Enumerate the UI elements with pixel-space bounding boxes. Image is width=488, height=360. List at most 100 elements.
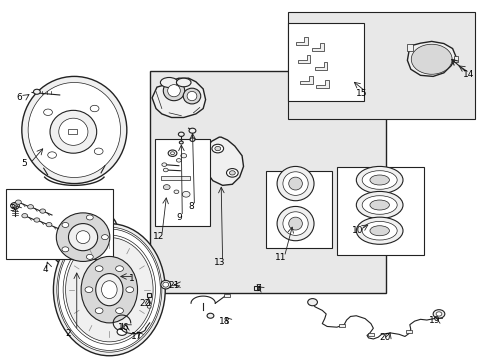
Bar: [336, 167, 424, 255]
Circle shape: [432, 310, 444, 318]
Circle shape: [163, 168, 168, 172]
Ellipse shape: [362, 196, 396, 214]
Bar: [287, 23, 363, 102]
Circle shape: [48, 152, 56, 158]
Bar: [147, 293, 151, 297]
Ellipse shape: [163, 282, 168, 287]
Circle shape: [125, 287, 133, 293]
Bar: [338, 324, 344, 327]
Polygon shape: [203, 137, 243, 185]
Ellipse shape: [56, 213, 110, 261]
Bar: [287, 12, 474, 119]
Text: 17: 17: [131, 332, 142, 341]
Circle shape: [62, 247, 69, 252]
Text: 6: 6: [17, 93, 22, 102]
Circle shape: [11, 203, 20, 209]
Text: 13: 13: [213, 258, 224, 267]
Ellipse shape: [96, 274, 122, 306]
Ellipse shape: [356, 166, 402, 194]
Circle shape: [229, 171, 235, 175]
Ellipse shape: [187, 91, 197, 101]
Bar: [254, 287, 260, 290]
Circle shape: [116, 266, 123, 271]
Ellipse shape: [283, 172, 307, 195]
Bar: [367, 333, 373, 336]
Text: 8: 8: [188, 202, 194, 211]
Circle shape: [16, 200, 21, 204]
Text: 5: 5: [21, 159, 27, 168]
Ellipse shape: [369, 175, 388, 185]
Ellipse shape: [46, 203, 119, 271]
Ellipse shape: [288, 217, 302, 230]
Ellipse shape: [102, 281, 117, 298]
Text: 12: 12: [152, 232, 164, 241]
Ellipse shape: [356, 192, 402, 219]
Text: 4: 4: [42, 265, 48, 274]
Polygon shape: [407, 41, 455, 76]
Ellipse shape: [410, 44, 451, 74]
Circle shape: [86, 255, 93, 259]
Circle shape: [94, 148, 103, 154]
Text: 22: 22: [139, 299, 150, 308]
Circle shape: [40, 209, 45, 213]
Text: 18: 18: [219, 316, 230, 325]
Bar: [407, 44, 412, 51]
Text: 2: 2: [65, 329, 71, 338]
Ellipse shape: [160, 77, 178, 87]
Circle shape: [102, 235, 108, 240]
Circle shape: [189, 128, 196, 133]
Circle shape: [62, 222, 69, 228]
Ellipse shape: [362, 221, 396, 240]
Ellipse shape: [57, 227, 162, 352]
Bar: [266, 171, 331, 248]
Circle shape: [22, 213, 28, 218]
Ellipse shape: [362, 171, 396, 189]
Text: 20: 20: [379, 333, 390, 342]
Ellipse shape: [277, 206, 313, 241]
Ellipse shape: [76, 231, 90, 244]
Circle shape: [206, 313, 213, 318]
Circle shape: [13, 204, 18, 207]
Text: 15: 15: [356, 89, 367, 98]
Circle shape: [116, 308, 123, 314]
Polygon shape: [295, 37, 307, 45]
Ellipse shape: [63, 235, 155, 344]
Polygon shape: [300, 76, 312, 84]
Circle shape: [147, 305, 151, 308]
Circle shape: [34, 218, 40, 222]
Ellipse shape: [68, 224, 98, 251]
Ellipse shape: [356, 217, 402, 244]
Circle shape: [86, 215, 93, 220]
Ellipse shape: [277, 166, 313, 201]
Bar: [453, 56, 458, 62]
Polygon shape: [152, 78, 205, 117]
Circle shape: [182, 192, 190, 197]
Ellipse shape: [59, 118, 88, 145]
Polygon shape: [314, 62, 326, 70]
Circle shape: [170, 152, 174, 155]
Circle shape: [214, 147, 220, 151]
Ellipse shape: [50, 111, 97, 153]
Circle shape: [226, 168, 238, 177]
Circle shape: [117, 328, 126, 336]
Text: 7: 7: [254, 284, 260, 293]
Circle shape: [176, 158, 181, 162]
Ellipse shape: [369, 226, 388, 236]
Circle shape: [162, 163, 166, 166]
Bar: [224, 294, 229, 297]
Ellipse shape: [161, 280, 170, 289]
Text: 11: 11: [275, 253, 286, 262]
Ellipse shape: [53, 224, 165, 356]
Circle shape: [174, 190, 179, 194]
Circle shape: [307, 298, 317, 306]
Circle shape: [211, 144, 223, 153]
Ellipse shape: [28, 82, 120, 177]
Circle shape: [33, 89, 40, 94]
Ellipse shape: [183, 88, 201, 104]
Ellipse shape: [65, 238, 153, 342]
Text: 16: 16: [118, 323, 129, 332]
Text: 10: 10: [351, 225, 363, 234]
Circle shape: [163, 185, 170, 190]
Ellipse shape: [22, 76, 126, 184]
Ellipse shape: [58, 229, 160, 350]
